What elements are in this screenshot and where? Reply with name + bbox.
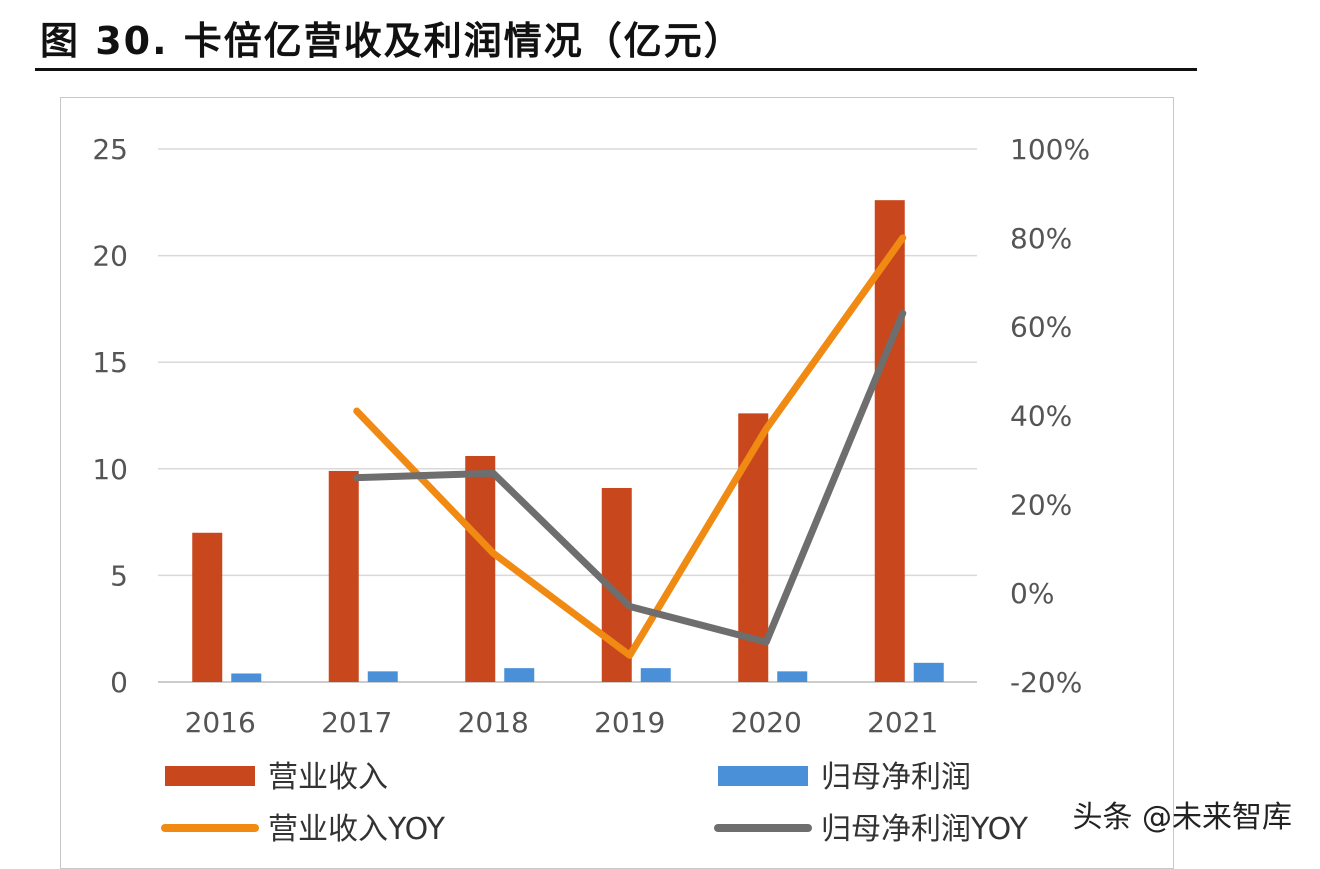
x-tick-label: 2017 — [321, 706, 392, 739]
x-tick-label: 2016 — [185, 706, 256, 739]
y-tick-label: 15 — [92, 346, 128, 379]
y2-tick-label: 20% — [1010, 488, 1072, 521]
legend-swatch — [165, 766, 255, 786]
bar-net-profit — [367, 671, 398, 682]
legend-label: 营业收入 — [268, 760, 388, 795]
line-net-profit-yoy — [353, 309, 907, 646]
legend-label: 归母净利润YOY — [821, 812, 1029, 847]
bar-net-profit — [640, 668, 671, 682]
line-revenue-yoy — [353, 234, 907, 659]
y-tick-label: 20 — [92, 240, 128, 273]
legend-label: 营业收入YOY — [268, 812, 446, 847]
bar-revenue — [328, 470, 359, 682]
bar-revenue — [192, 532, 223, 682]
bar-net-profit — [504, 668, 535, 682]
x-tick-label: 2021 — [867, 706, 938, 739]
y-tick-label: 5 — [110, 559, 128, 592]
legend-label: 归母净利润 — [821, 760, 971, 795]
y2-tick-label: -20% — [1010, 666, 1082, 699]
bar-revenue — [465, 456, 496, 682]
x-tick-label: 2020 — [731, 706, 802, 739]
bar-net-profit — [231, 673, 262, 682]
y2-tick-label: 100% — [1010, 133, 1090, 166]
legend-swatch — [718, 766, 808, 786]
x-tick-label: 2019 — [594, 706, 665, 739]
watermark: 头条 @未来智库 — [1072, 800, 1292, 835]
title-underline — [35, 68, 1197, 71]
figure-title: 图 30. 卡倍亿营收及利润情况（亿元） — [40, 19, 744, 63]
bar-net-profit — [777, 671, 808, 682]
bar-revenue — [874, 200, 905, 682]
y-tick-label: 0 — [110, 666, 128, 699]
bar-net-profit — [913, 662, 944, 682]
y2-tick-label: 40% — [1010, 400, 1072, 433]
y2-tick-label: 0% — [1010, 577, 1054, 610]
y2-tick-label: 80% — [1010, 222, 1072, 255]
y2-tick-label: 60% — [1010, 311, 1072, 344]
x-tick-label: 2018 — [458, 706, 529, 739]
y-tick-label: 25 — [92, 133, 128, 166]
y-tick-label: 10 — [92, 453, 128, 486]
